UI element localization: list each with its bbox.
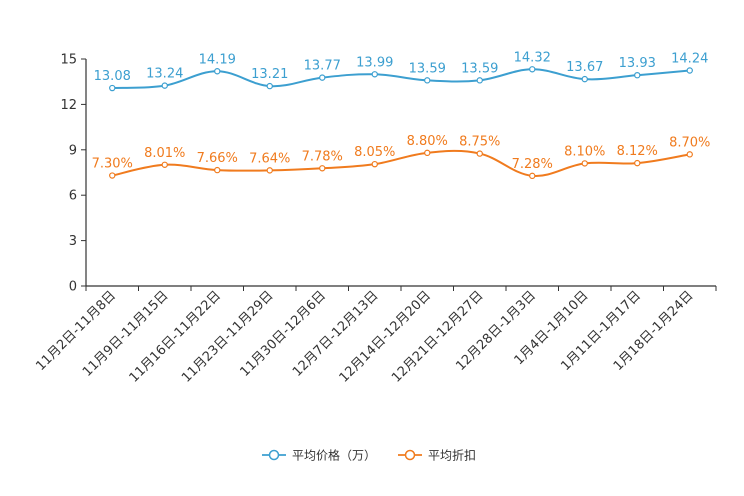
data-label: 13.67 <box>566 60 603 75</box>
legend-marker-1 <box>268 449 280 461</box>
y-tick-label: 0 <box>69 280 77 295</box>
data-point <box>581 75 588 83</box>
data-point <box>266 82 273 90</box>
data-label: 8.75% <box>459 135 500 150</box>
data-point <box>109 172 116 179</box>
data-label: 13.24 <box>146 67 183 82</box>
data-label: 14.24 <box>671 52 708 67</box>
data-label: 13.08 <box>94 69 131 84</box>
data-label: 8.12% <box>617 144 658 159</box>
data-label: 13.59 <box>409 61 446 76</box>
data-label: 7.30% <box>92 157 133 172</box>
legend-marker-2 <box>404 449 416 461</box>
data-point <box>581 160 588 167</box>
data-label: 14.32 <box>514 50 551 65</box>
data-point <box>214 166 221 174</box>
data-label: 8.70% <box>669 135 710 150</box>
data-point <box>476 150 483 157</box>
y-tick-label: 15 <box>60 53 77 68</box>
data-label: 8.80% <box>407 134 448 149</box>
data-label: 14.19 <box>199 52 236 67</box>
data-point <box>529 172 536 180</box>
y-tick-label: 9 <box>69 143 77 158</box>
series-line-1 <box>112 68 690 90</box>
data-point <box>476 77 483 84</box>
data-point <box>634 71 641 79</box>
x-tick-label: 12月21日-12月27日 <box>389 288 486 385</box>
data-label: 13.93 <box>619 56 656 71</box>
legend-label-1: 平均价格（万） <box>292 448 376 463</box>
data-point <box>634 159 641 167</box>
data-label: 7.78% <box>302 149 343 164</box>
data-point <box>319 165 326 172</box>
data-point <box>371 160 378 168</box>
x-tick-label: 11月16日-11月22日 <box>127 288 224 385</box>
data-point <box>266 167 273 174</box>
data-point <box>424 149 431 157</box>
y-tick-label: 6 <box>69 189 77 204</box>
data-label: 7.28% <box>512 157 553 172</box>
data-point <box>319 74 326 81</box>
data-point <box>686 151 693 158</box>
data-label: 7.64% <box>249 151 290 166</box>
data-point <box>214 68 221 75</box>
x-tick-label: 11月23日-11月29日 <box>179 288 276 385</box>
data-label: 8.10% <box>564 144 605 159</box>
x-tick-label: 12月14日-12月20日 <box>337 288 434 385</box>
data-point <box>161 161 168 168</box>
y-tick-label: 12 <box>60 98 77 113</box>
data-label: 13.21 <box>251 67 288 82</box>
data-label: 13.99 <box>356 55 393 70</box>
data-label: 7.66% <box>197 151 238 166</box>
data-label: 8.05% <box>354 145 395 160</box>
data-point <box>529 66 536 73</box>
data-point <box>686 67 693 74</box>
y-tick-label: 3 <box>69 234 77 249</box>
data-point <box>109 84 116 92</box>
data-point <box>424 77 431 84</box>
series-line-2 <box>112 149 690 177</box>
data-label: 13.77 <box>304 59 341 74</box>
data-label: 8.01% <box>144 146 185 161</box>
data-label: 13.59 <box>461 61 498 76</box>
data-point <box>371 71 378 78</box>
data-point <box>161 82 168 89</box>
legend-label-2: 平均折扣 <box>428 448 476 463</box>
